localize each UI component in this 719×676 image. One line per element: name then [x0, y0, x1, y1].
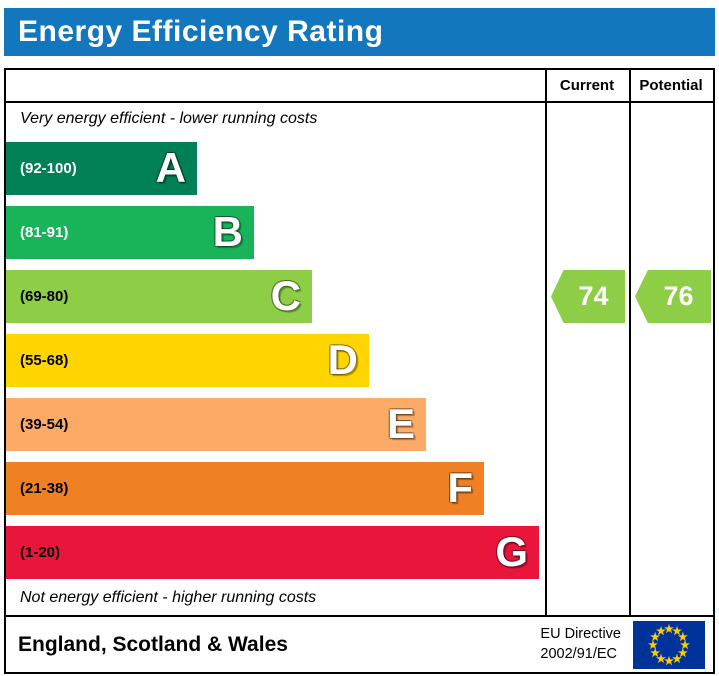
band-range-label: (55-68)	[20, 352, 69, 369]
band-row-e: (39-54) E	[6, 398, 426, 451]
column-header-potential: Potential	[639, 77, 703, 94]
band-row-g: (1-20) G	[6, 526, 539, 579]
band-range-label: (69-80)	[20, 288, 69, 305]
column-header-current: Current	[559, 77, 615, 94]
eu-flag-icon	[633, 620, 705, 669]
potential-column-divider	[629, 70, 631, 615]
band-range-label: (21-38)	[20, 480, 69, 497]
page-title: Energy Efficiency Rating	[18, 15, 384, 48]
table-header-row	[6, 70, 713, 103]
band-letter: F	[447, 464, 473, 511]
region-label: England, Scotland & Wales	[18, 632, 288, 656]
footer-bar: England, Scotland & Wales EU Directive 2…	[4, 617, 715, 674]
eu-directive-line2: 2002/91/EC	[540, 645, 618, 662]
band-letter: A	[155, 144, 186, 191]
rating-chart: Current Potential Very energy efficient …	[4, 68, 715, 617]
band-letter: D	[327, 336, 358, 383]
current-column-divider	[545, 70, 547, 615]
band-row-f: (21-38) F	[6, 462, 484, 515]
band-range-label: (1-20)	[20, 544, 61, 561]
eu-directive-text: EU Directive 2002/91/EC	[540, 625, 621, 664]
band-row-c: (69-80) C	[6, 270, 312, 323]
band-letter: B	[212, 208, 243, 255]
top-note: Very energy efficient - lower running co…	[20, 110, 318, 127]
potential-rating-pointer: 76	[635, 270, 711, 323]
band-range-label: (39-54)	[20, 416, 69, 433]
title-banner: Energy Efficiency Rating	[4, 8, 715, 56]
current-rating-pointer: 74	[551, 270, 625, 323]
current-rating-value: 74	[578, 281, 609, 311]
eu-directive-line1: EU Directive	[540, 625, 621, 642]
band-range-label: (81-91)	[20, 224, 69, 241]
band-range-label: (92-100)	[20, 160, 77, 177]
potential-rating-value: 76	[663, 281, 694, 311]
band-letter: G	[495, 528, 528, 575]
band-row-b: (81-91) B	[6, 206, 254, 259]
band-letter: E	[386, 400, 415, 447]
band-letter: C	[270, 272, 301, 319]
band-row-d: (55-68) D	[6, 334, 369, 387]
band-row-a: (92-100) A	[6, 142, 197, 195]
bottom-note: Not energy efficient - higher running co…	[20, 589, 317, 606]
